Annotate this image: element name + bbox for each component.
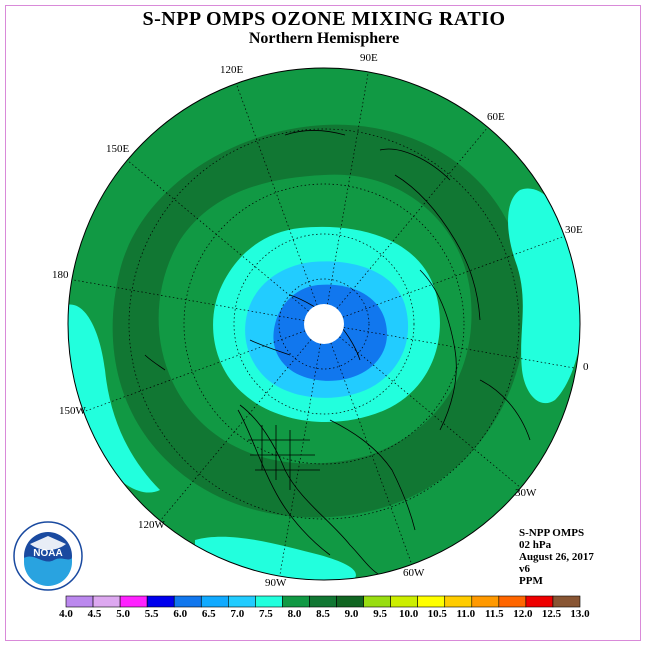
color-bar-tick-label: 5.5 <box>144 608 159 620</box>
color-bar-tick-label: 9.0 <box>344 608 359 620</box>
color-bar-tick-label: 11.0 <box>456 608 476 620</box>
color-bar-tick-label: 7.0 <box>230 608 245 620</box>
color-bar-tick-label: 8.0 <box>287 608 302 620</box>
lon-label-150e: 150E <box>106 143 130 155</box>
lon-label-120e: 120E <box>220 64 244 76</box>
lon-label-180: 180 <box>52 269 69 281</box>
color-bar-tick-label: 10.5 <box>427 608 447 620</box>
color-bar-tick-label: 6.0 <box>173 608 188 620</box>
color-bar-tick-label: 11.5 <box>485 608 504 620</box>
map-border <box>67 67 581 581</box>
lon-label-30w: 30W <box>515 487 537 499</box>
color-bar-tick-label: 12.0 <box>513 608 533 620</box>
image-frame <box>5 5 641 641</box>
map-title: S-NPP OMPS OZONE MIXING RATIO <box>142 8 506 30</box>
noaa-logo-text: NOAA <box>33 548 62 559</box>
lon-label-120w: 120W <box>138 519 166 531</box>
lon-label-60e: 60E <box>487 111 505 123</box>
color-bar-tick-label: 9.5 <box>373 608 387 620</box>
ozone-patch-south <box>195 536 356 580</box>
info-date: August 26, 2017 <box>519 551 594 563</box>
color-bar-tick-label: 7.5 <box>259 608 273 620</box>
color-bar-tick-label: 4.0 <box>59 608 73 620</box>
color-bar-tick-label: 8.5 <box>316 608 330 620</box>
ozone-patch-east <box>508 188 580 404</box>
color-bar-tick-label: 12.5 <box>541 608 562 620</box>
color-bar-tick-label: 4.5 <box>87 608 102 620</box>
graticule <box>68 68 580 580</box>
info-level: 02 hPa <box>519 539 552 551</box>
info-units: PPM <box>519 575 543 587</box>
lon-label-150w: 150W <box>59 405 87 417</box>
lon-label-90w: 90W <box>265 577 287 589</box>
info-instrument: S-NPP OMPS <box>519 527 585 539</box>
lon-label-30e: 30E <box>565 224 583 236</box>
color-bar-tick-label: 13.0 <box>570 608 590 620</box>
lon-label-60w: 60W <box>403 567 425 579</box>
color-bar-tick-label: 5.0 <box>116 608 130 620</box>
color-bar-tick-label: 6.5 <box>201 608 216 620</box>
info-version: v6 <box>519 563 530 575</box>
ozone-patch-west <box>68 304 160 493</box>
pole-hole <box>304 304 344 344</box>
lon-label-0: 0 <box>583 361 589 373</box>
color-bar-tick-label: 10.0 <box>399 608 419 620</box>
map-subtitle: Northern Hemisphere <box>248 30 400 47</box>
info-block: S-NPP OMPS 02 hPa August 26, 2017 v6 PPM <box>519 527 594 587</box>
noaa-logo: NOAA <box>13 521 83 591</box>
lon-label-90e: 90E <box>360 52 378 64</box>
